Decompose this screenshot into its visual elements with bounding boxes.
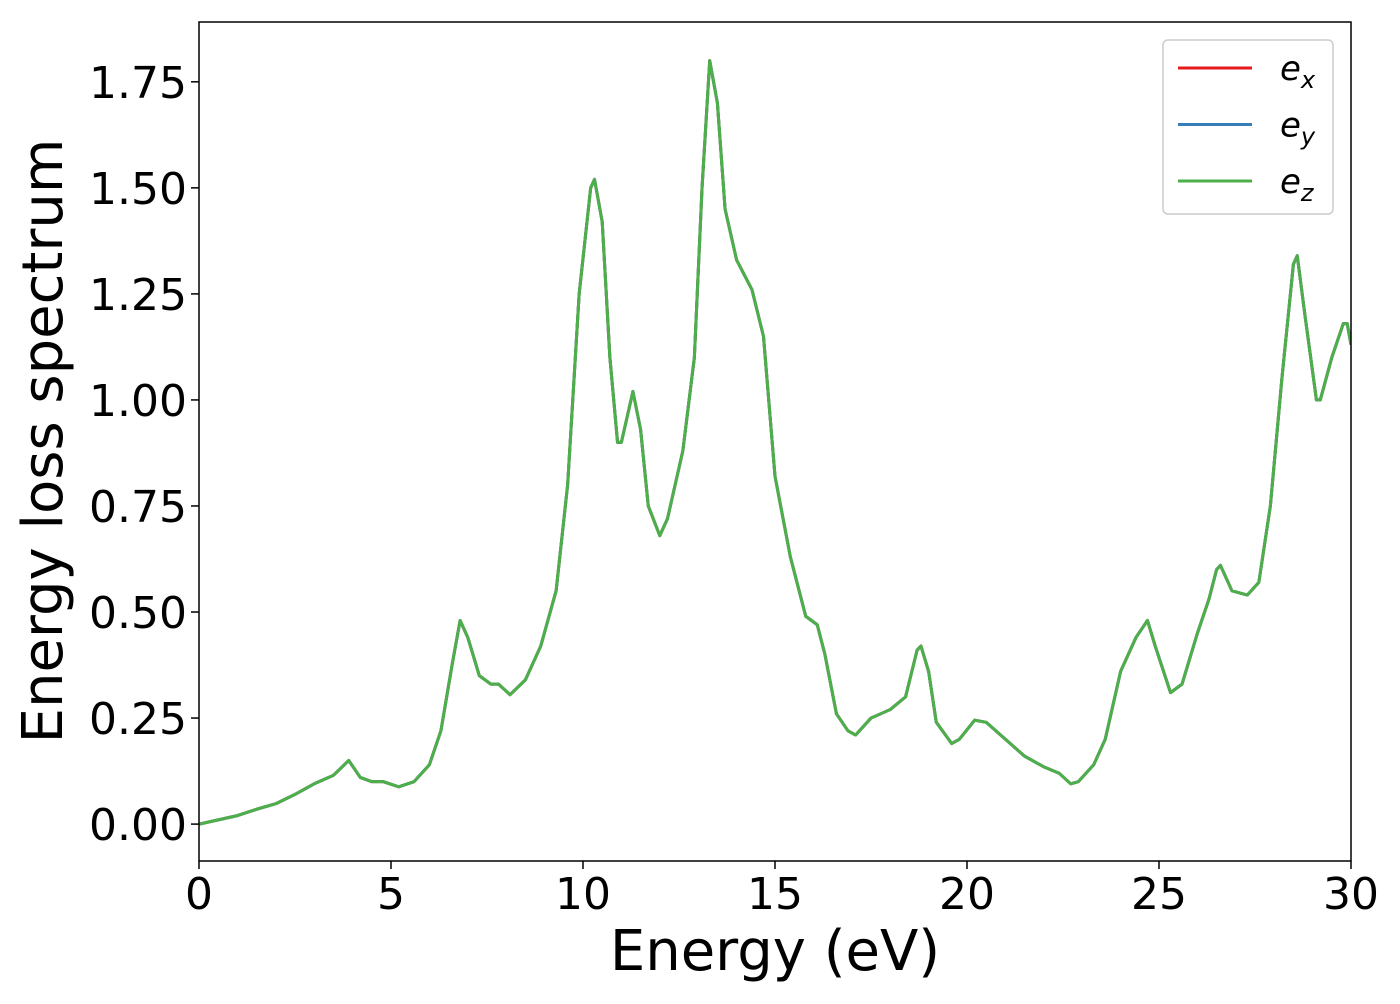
legend-label: ey	[1280, 106, 1316, 151]
y-axis-label: Energy loss spectrum	[11, 139, 76, 744]
y-tick-label: 1.25	[89, 270, 187, 321]
legend-box	[1162, 39, 1334, 215]
y-tick-label: 0.50	[89, 588, 187, 639]
plot-frame	[198, 21, 1352, 862]
y-tick-label: 1.50	[89, 164, 187, 215]
x-tick-label: 30	[1323, 869, 1379, 920]
x-tick-label: 0	[185, 869, 213, 920]
y-tick-label: 0.25	[89, 694, 187, 745]
x-axis-label: Energy (eV)	[610, 919, 940, 984]
x-tick-label: 5	[377, 869, 405, 920]
y-tick-label: 0.75	[89, 482, 187, 533]
legend-subscript: y	[1300, 123, 1316, 151]
legend-subscript: x	[1300, 66, 1316, 94]
y-tick-label: 0.00	[89, 800, 187, 851]
y-tick-label: 1.75	[89, 58, 187, 109]
x-tick-label: 15	[747, 869, 803, 920]
y-tick-label: 1.00	[89, 376, 187, 427]
series-line	[199, 59, 1351, 826]
x-tick-label: 10	[555, 869, 611, 920]
x-tick-label: 25	[1131, 869, 1187, 920]
x-tick-label: 20	[939, 869, 995, 920]
legend-subscript: z	[1300, 179, 1315, 207]
